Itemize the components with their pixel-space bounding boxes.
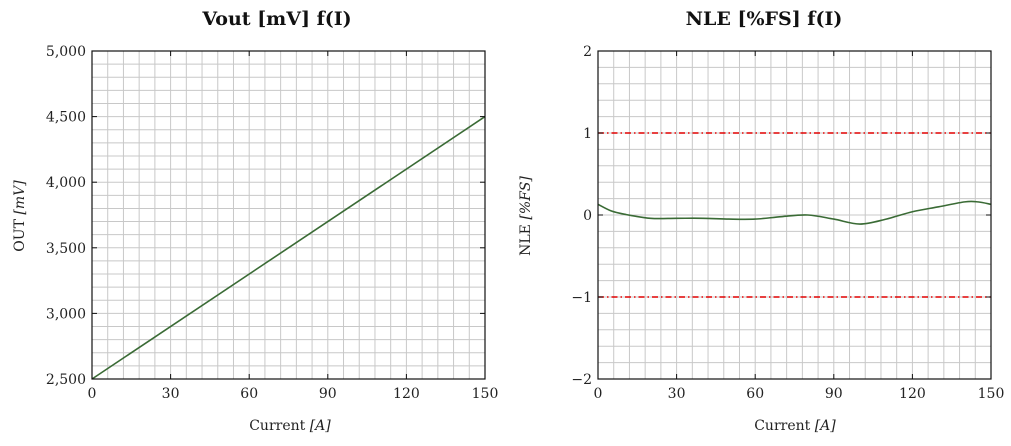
y-tick-label: 1 [583, 126, 592, 142]
x-tick-label: 120 [899, 386, 926, 402]
vout-x-axis-label: Current [A] [249, 418, 331, 434]
y-tick-label: 2,500 [46, 372, 86, 388]
x-tick-label: 150 [472, 386, 499, 402]
nle-limits [598, 132, 991, 298]
series-line [91, 115, 486, 380]
vout-y-axis-label: OUT [mV] [12, 180, 28, 252]
nle-chart-title: NLE [%FS] f(I) [686, 8, 843, 30]
y-tick-label: 4,500 [46, 110, 86, 126]
vout-chart-title: Vout [mV] f(I) [201, 8, 351, 30]
y-tick-label: 3,000 [46, 306, 86, 322]
vout-plot-frame [91, 50, 486, 380]
y-tick-label: 4,000 [46, 175, 86, 191]
y-tick-label: −1 [571, 290, 592, 306]
nle-series [597, 200, 992, 225]
y-tick-label: 5,000 [46, 44, 86, 60]
x-tick-label: 90 [825, 386, 843, 402]
x-tick-label: 0 [88, 386, 97, 402]
series-line [597, 200, 992, 225]
vout-series [91, 115, 486, 380]
x-tick-label: 90 [319, 386, 337, 402]
y-tick-label: 0 [583, 208, 592, 224]
vout-ticks: 0 30 60 90 120 150 2,500 3,000 3,500 4,000 4,500 5,… [46, 44, 498, 402]
x-tick-label: 150 [978, 386, 1005, 402]
nle-x-axis-label: Current [A] [754, 418, 836, 434]
x-tick-label: 30 [162, 386, 180, 402]
x-tick-label: 30 [668, 386, 686, 402]
x-tick-label: 120 [393, 386, 420, 402]
vout-grid [91, 50, 486, 380]
vout-chart: Vout [mV] f(I) 0 30 60 90 120 150 2,500 3,000 3,… [12, 8, 498, 434]
x-tick-label: 60 [240, 386, 258, 402]
x-tick-label: 0 [594, 386, 603, 402]
nle-y-axis-label: NLE [%FS] [518, 176, 534, 256]
x-tick-label: 60 [746, 386, 764, 402]
nle-ticks: 0 30 60 90 120 150 −2 −1 0 1 2 [571, 44, 1004, 402]
y-tick-label: 3,500 [46, 241, 86, 257]
y-tick-label: −2 [571, 372, 592, 388]
nle-chart: NLE [%FS] f(I) 0 30 60 90 120 150 −2 −1 0 1 2 Curr… [518, 8, 1004, 434]
y-tick-label: 2 [583, 44, 592, 60]
